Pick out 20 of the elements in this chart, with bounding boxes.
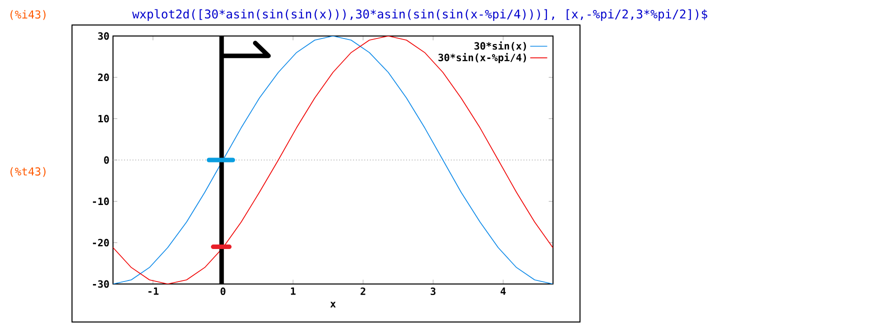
legend-label: 30*sin(x-%pi/4) <box>438 53 526 64</box>
chart-title: wxplot2d([30*asin(sin(sin(x))),30*asin(sin(sin(x-%pi/4)))], [x,-%pi/2,3*%pi/2])$ <box>132 9 708 21</box>
y-tick-label: -10 <box>92 198 109 206</box>
y-tick-label: -30 <box>92 280 109 288</box>
x-tick-label: -1 <box>148 288 159 295</box>
y-tick-label: 10 <box>98 114 109 122</box>
x-axis-title: x <box>330 302 336 308</box>
text: (%i43) <box>10 10 46 20</box>
x-tick-label: 0 <box>220 288 226 296</box>
legend-label: 30*sin(x) <box>474 41 526 51</box>
text: (%t43) <box>10 167 46 177</box>
y-tick-label: 30 <box>98 32 109 40</box>
x-tick-label: 4 <box>500 288 506 295</box>
x-tick-label: 1 <box>290 288 296 295</box>
line-series <box>113 36 554 284</box>
y-tick-label: 20 <box>98 74 109 82</box>
y-tick-label: -20 <box>92 238 109 246</box>
y-tick-label: 0 <box>104 156 109 164</box>
x-tick-label: 3 <box>430 288 436 296</box>
x-tick-label: 2 <box>360 288 366 295</box>
